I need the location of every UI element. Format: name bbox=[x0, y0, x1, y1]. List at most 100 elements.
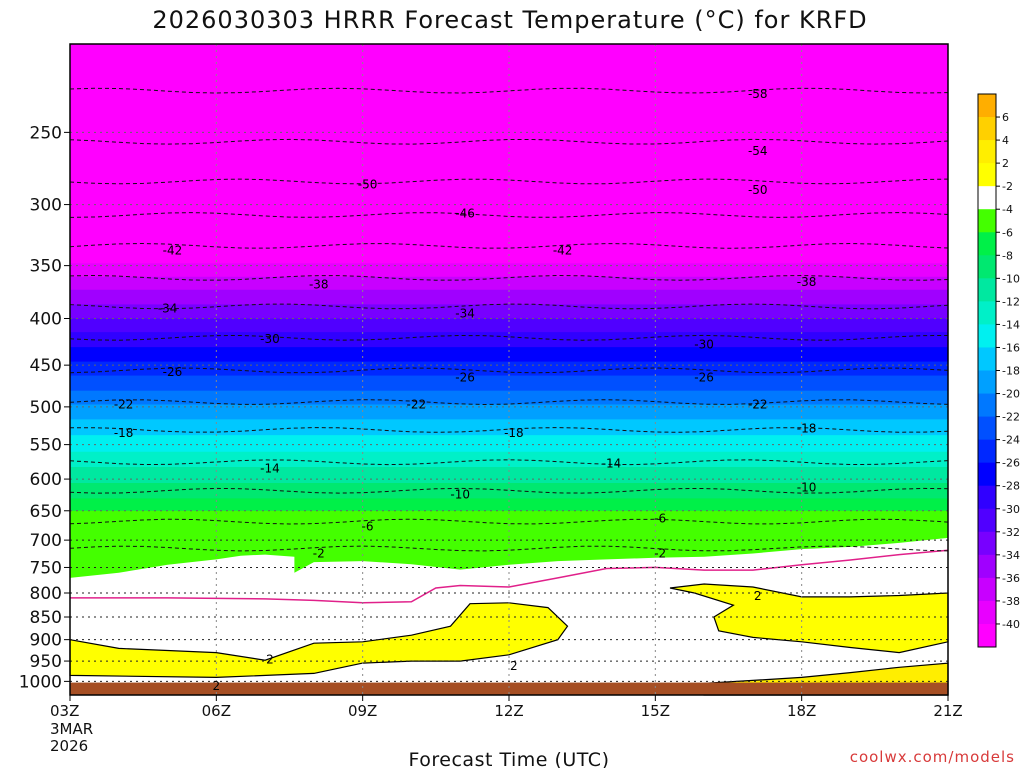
colorbar-swatch bbox=[978, 531, 996, 556]
colorbar-label: 6 bbox=[1002, 111, 1009, 124]
warm-layer bbox=[669, 583, 949, 654]
contour-label: -22 bbox=[748, 397, 768, 411]
colorbar-swatch bbox=[978, 186, 996, 210]
colorbar-label: -10 bbox=[1002, 272, 1020, 285]
colorbar-swatch bbox=[978, 163, 996, 187]
colorbar-swatch bbox=[978, 324, 996, 348]
credit-link[interactable]: coolwx.com/models bbox=[850, 748, 1015, 766]
colorbar-label: -14 bbox=[1002, 318, 1020, 331]
contour-label: -10 bbox=[450, 488, 470, 502]
contour-label: -30 bbox=[260, 332, 280, 346]
contour-label: -22 bbox=[114, 397, 134, 411]
y-tick-label: 550 bbox=[30, 436, 62, 456]
contour-label: 2 bbox=[266, 652, 274, 666]
colorbar-label: -40 bbox=[1002, 618, 1020, 631]
colorbar-swatch bbox=[978, 577, 996, 602]
colorbar-swatch bbox=[978, 508, 996, 533]
contour-label: -6 bbox=[654, 512, 666, 526]
colorbar-swatch bbox=[978, 94, 996, 118]
contour-label: -18 bbox=[504, 426, 524, 440]
contour-label: -30 bbox=[694, 337, 714, 351]
temperature-band bbox=[70, 304, 948, 320]
y-tick-label: 850 bbox=[30, 608, 62, 628]
contour-label: -54 bbox=[748, 144, 768, 158]
colorbar-swatch bbox=[978, 301, 996, 325]
contour-label: -38 bbox=[797, 275, 817, 289]
y-tick-label: 450 bbox=[30, 356, 62, 376]
colorbar-label: -8 bbox=[1002, 249, 1013, 262]
temperature-band bbox=[70, 404, 948, 420]
contour-label: -34 bbox=[455, 307, 475, 321]
above-freezing-boundary bbox=[70, 510, 948, 578]
y-tick-label: 250 bbox=[30, 123, 62, 143]
colorbar-swatch bbox=[978, 117, 996, 141]
temperature-band bbox=[70, 435, 948, 453]
contour-label: -50 bbox=[358, 177, 378, 191]
colorbar-label: -30 bbox=[1002, 503, 1020, 516]
x-start-date: 3MAR bbox=[50, 720, 93, 738]
temperature-band bbox=[70, 390, 948, 405]
freezing-line bbox=[70, 549, 949, 604]
temperature-band bbox=[70, 347, 948, 363]
y-tick-label: 500 bbox=[30, 398, 62, 418]
colorbar-swatch bbox=[978, 140, 996, 164]
colorbar-swatch bbox=[978, 623, 996, 648]
contour-label: -6 bbox=[362, 519, 374, 533]
temperature-band bbox=[70, 483, 948, 499]
colorbar-swatch bbox=[978, 439, 996, 464]
colorbar-label: 4 bbox=[1002, 134, 1009, 147]
contour-label: -2 bbox=[313, 546, 325, 560]
colorbar-label: -6 bbox=[1002, 226, 1013, 239]
contour-label: -18 bbox=[114, 426, 134, 440]
contour-label: -14 bbox=[260, 461, 280, 475]
y-tick-label: 600 bbox=[30, 470, 62, 490]
y-tick-label: 700 bbox=[30, 531, 62, 551]
y-tick-label: 400 bbox=[30, 310, 62, 330]
contour-label: -14 bbox=[602, 457, 622, 471]
contour-label: -22 bbox=[407, 397, 427, 411]
contour-label: -2 bbox=[654, 546, 666, 560]
y-tick-label: 900 bbox=[30, 631, 62, 651]
colorbar-swatch bbox=[978, 232, 996, 256]
colorbar-swatch bbox=[978, 255, 996, 279]
contour-label: -26 bbox=[455, 370, 475, 384]
x-tick-label: 12Z bbox=[494, 702, 523, 720]
y-tick-label: 650 bbox=[30, 502, 62, 522]
warm-layer bbox=[69, 602, 569, 679]
colorbar-label: 2 bbox=[1002, 157, 1009, 170]
y-tick-label: 1000 bbox=[19, 672, 62, 692]
y-tick-label: 300 bbox=[30, 196, 62, 216]
contour-label: -42 bbox=[163, 244, 183, 258]
x-tick-label: 15Z bbox=[641, 702, 670, 720]
y-tick-label: 750 bbox=[30, 558, 62, 578]
contour-label: -42 bbox=[553, 244, 573, 258]
x-tick-label: 09Z bbox=[348, 702, 377, 720]
colorbar-label: -18 bbox=[1002, 365, 1020, 378]
contour-label: 2 bbox=[754, 589, 762, 603]
temperature-band bbox=[70, 467, 948, 484]
temperature-band bbox=[70, 276, 948, 291]
x-tick-label: 03Z bbox=[50, 702, 79, 720]
colorbar: 6 4 2 -2 -4 -6 -8 -10 -12 -14 -16 -18 -20 -22 -24 -26 -2… bbox=[977, 93, 1020, 648]
axes: 250 300 350 400 450 500 550 600 650 700 750 800 850 9… bbox=[19, 43, 963, 755]
colorbar-swatch bbox=[978, 462, 996, 487]
contour-label: -26 bbox=[163, 365, 183, 379]
grid-lines bbox=[70, 44, 948, 695]
y-tick-label: 950 bbox=[30, 652, 62, 672]
contour-label: -34 bbox=[158, 301, 178, 315]
y-tick-label: 350 bbox=[30, 257, 62, 277]
temperature-band bbox=[70, 375, 948, 392]
contour-label: -18 bbox=[797, 421, 817, 435]
colorbar-label: -22 bbox=[1002, 411, 1020, 424]
colorbar-swatch bbox=[978, 393, 996, 417]
contour-label: -50 bbox=[748, 183, 768, 197]
contour-label: -46 bbox=[455, 207, 475, 221]
contour-label: 2 bbox=[213, 679, 221, 693]
x-tick-label: 06Z bbox=[202, 702, 231, 720]
colorbar-label: -38 bbox=[1002, 595, 1020, 608]
colorbar-swatch bbox=[978, 554, 996, 579]
temperature-band bbox=[70, 318, 948, 333]
colorbar-swatch bbox=[978, 416, 996, 441]
contour-label: -38 bbox=[309, 277, 329, 291]
colorbar-swatch bbox=[978, 485, 996, 510]
